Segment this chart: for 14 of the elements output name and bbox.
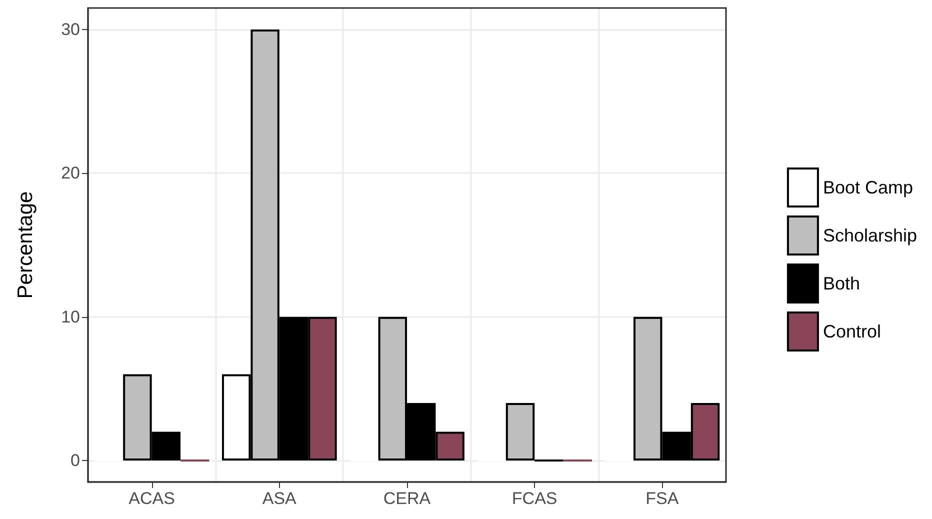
legend-label: Boot Camp — [822, 178, 913, 198]
y-tick-label: 0 — [70, 450, 80, 470]
x-tick-label: FSA — [646, 489, 680, 508]
legend-label: Scholarship — [822, 226, 918, 246]
x-tick-label: ACAS — [128, 489, 175, 508]
y-axis-title: Percentage — [14, 191, 37, 299]
y-tick-label: 10 — [61, 307, 80, 326]
legend-label: Both — [822, 274, 860, 294]
x-tick-label: FCAS — [512, 489, 558, 508]
y-tick-label: 20 — [61, 164, 80, 183]
x-tick-label: CERA — [383, 489, 432, 508]
legend-label: Control — [822, 322, 881, 342]
x-tick-label: ASA — [262, 489, 298, 508]
y-tick-label: 30 — [61, 20, 80, 40]
